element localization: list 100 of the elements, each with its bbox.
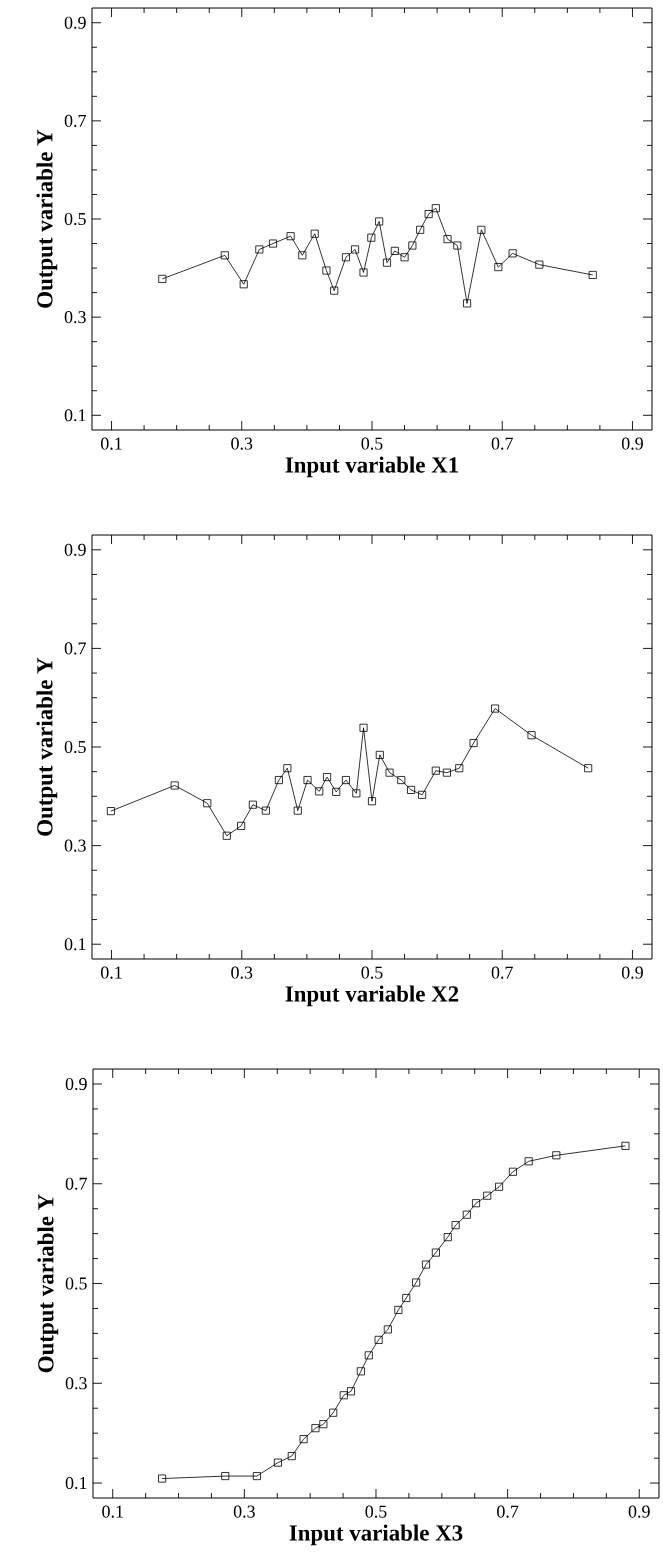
- point: [287, 1452, 296, 1461]
- point: [495, 1182, 504, 1191]
- point: [170, 781, 179, 790]
- point: [332, 787, 341, 796]
- point: [339, 1391, 348, 1400]
- y-tick-label: 0.9: [64, 543, 86, 556]
- x-axis-title: Input variable X1: [285, 456, 458, 478]
- point: [323, 773, 332, 782]
- y-tick-label: 0.5: [65, 1277, 87, 1290]
- point: [584, 764, 593, 773]
- y-tick-label: 0.9: [64, 16, 86, 29]
- point: [273, 1458, 282, 1467]
- point: [283, 764, 292, 773]
- point: [252, 1472, 261, 1481]
- point: [412, 1278, 421, 1287]
- y-tick-label: 0.1: [65, 1476, 87, 1490]
- y-axis-title: Output variable Y: [37, 1194, 59, 1373]
- point: [477, 225, 486, 234]
- point: [239, 280, 248, 289]
- point: [203, 799, 212, 808]
- point: [394, 1305, 403, 1314]
- x-axis-title: Input variable X2: [285, 985, 459, 1007]
- point: [341, 253, 350, 262]
- point: [422, 1260, 431, 1269]
- y-tick-label: 0.9: [65, 1077, 87, 1091]
- y-tick-label: 0.5: [64, 212, 86, 226]
- point: [524, 1157, 533, 1166]
- point: [310, 229, 319, 238]
- point: [221, 1472, 230, 1481]
- point: [255, 245, 264, 254]
- point: [298, 251, 307, 260]
- point: [416, 225, 425, 234]
- point: [400, 253, 409, 262]
- point: [341, 776, 350, 785]
- point: [472, 1199, 481, 1208]
- point: [248, 800, 257, 809]
- point: [535, 260, 544, 269]
- x-tick-label: 0.3: [231, 437, 253, 450]
- point: [351, 245, 360, 254]
- point: [382, 258, 391, 267]
- point: [451, 1221, 460, 1230]
- point: [390, 246, 399, 255]
- point: [491, 704, 500, 713]
- y-tick-label: 0.7: [64, 642, 86, 655]
- x-tick-label: 0.5: [361, 966, 383, 979]
- point: [359, 723, 368, 732]
- point: [408, 241, 417, 250]
- point: [158, 1474, 167, 1483]
- point: [463, 299, 472, 308]
- y-tick-label: 0.1: [64, 409, 86, 422]
- point: [356, 1367, 365, 1376]
- point: [483, 1191, 492, 1200]
- point: [527, 731, 536, 740]
- point: [368, 797, 376, 806]
- point: [402, 1293, 411, 1302]
- x-tick-label: 0.1: [102, 1505, 123, 1518]
- point: [397, 776, 406, 785]
- point: [106, 807, 115, 816]
- point: [222, 831, 231, 840]
- point: [293, 806, 302, 815]
- point: [322, 266, 331, 275]
- point: [469, 739, 478, 748]
- point: [453, 241, 462, 250]
- x-tick-label: 0.5: [365, 1505, 387, 1518]
- x-tick-label: 0.1: [101, 966, 122, 979]
- x-tick-label: 0.7: [497, 1505, 519, 1518]
- y-tick-label: 0.3: [64, 311, 86, 324]
- point: [359, 268, 368, 277]
- point: [383, 1325, 392, 1334]
- point: [364, 1351, 373, 1360]
- x-tick-label: 0.9: [628, 1505, 650, 1518]
- point: [346, 1387, 355, 1396]
- point: [375, 217, 384, 226]
- point: [431, 766, 440, 775]
- point: [552, 1151, 561, 1160]
- point: [315, 787, 324, 796]
- x-tick-label: 0.1: [101, 437, 122, 450]
- y-tick-label: 0.1: [64, 938, 86, 951]
- point: [418, 790, 427, 799]
- x-tick-label: 0.9: [621, 437, 643, 450]
- point: [462, 1210, 471, 1219]
- point: [237, 821, 246, 830]
- point: [455, 764, 464, 773]
- point: [299, 1435, 308, 1444]
- y-axis-title: Output variable Y: [36, 657, 58, 836]
- point: [431, 204, 440, 213]
- point: [269, 239, 278, 248]
- point: [508, 249, 517, 258]
- y-tick-label: 0.3: [64, 839, 86, 852]
- point: [385, 768, 394, 777]
- point: [274, 776, 283, 785]
- x-tick-label: 0.9: [621, 966, 643, 979]
- point: [261, 806, 270, 815]
- point: [220, 251, 229, 260]
- point: [158, 274, 167, 283]
- y-tick-label: 0.3: [65, 1377, 87, 1390]
- y-tick-label: 0.5: [64, 740, 86, 754]
- y-tick-label: 0.7: [65, 1177, 87, 1190]
- point: [621, 1141, 630, 1150]
- point: [431, 1248, 440, 1257]
